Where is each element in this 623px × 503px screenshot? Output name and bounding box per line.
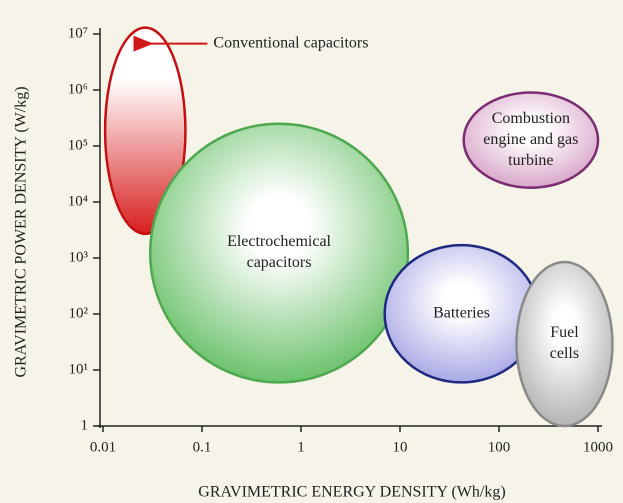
x-tick-label: 0.01 (90, 439, 116, 455)
x-tick-label: 1 (297, 439, 305, 455)
x-tick-label: 10 (393, 439, 408, 455)
x-tick-label: 100 (488, 439, 511, 455)
y-tick-label: 10⁵ (68, 137, 88, 153)
y-tick-label: 10² (69, 305, 89, 321)
region-label: Fuel (550, 324, 579, 341)
x-axis-label: GRAVIMETRIC ENERGY DENSITY (Wh/kg) (198, 484, 505, 501)
y-tick-label: 10³ (69, 249, 89, 265)
region-label: cells (550, 345, 579, 362)
annotation: Conventional capacitors (213, 34, 368, 51)
y-tick-label: 10⁴ (68, 193, 88, 209)
y-tick-label: 10⁶ (68, 81, 88, 97)
region-label: turbine (508, 152, 553, 169)
region (103, 26, 187, 236)
region-label: engine and gas (483, 131, 578, 148)
region-label: Electrochemical (227, 233, 331, 250)
y-tick-label: 10¹ (69, 361, 89, 377)
region (515, 260, 614, 428)
region-label: Combustion (492, 110, 570, 127)
y-axis-label: GRAVIMETRIC POWER DENSITY (W/kg) (13, 86, 30, 377)
region (462, 91, 600, 189)
x-tick-label: 1000 (583, 439, 613, 455)
y-tick-label: 10⁷ (68, 25, 88, 41)
y-tick-label: 1 (81, 417, 89, 433)
x-tick-label: 0.1 (193, 439, 212, 455)
region-label: capacitors (247, 254, 312, 271)
region-label: Batteries (433, 304, 490, 321)
region (148, 122, 410, 384)
